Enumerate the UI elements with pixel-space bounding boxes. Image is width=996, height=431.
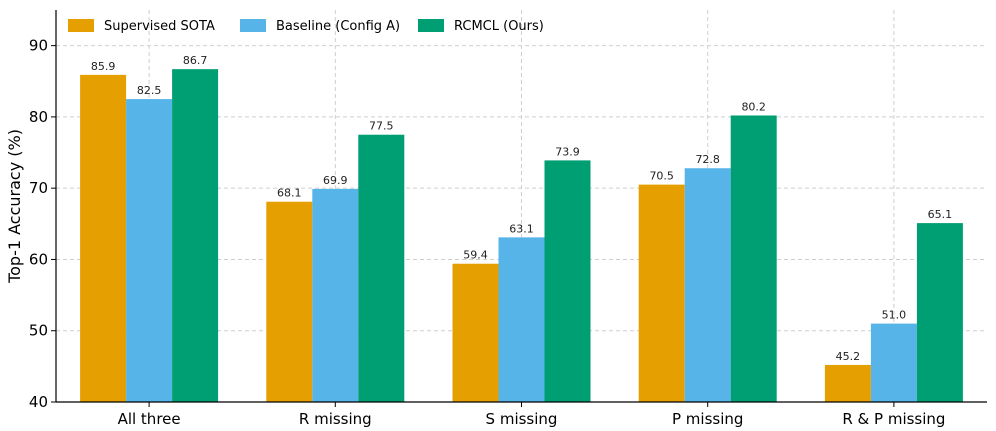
data-label: 68.1 <box>277 187 302 200</box>
data-label: 80.2 <box>741 100 766 113</box>
bar <box>870 323 917 402</box>
bar <box>824 364 871 402</box>
bar <box>730 115 777 402</box>
x-tick-label: R missing <box>299 410 372 428</box>
data-label: 59.4 <box>463 249 488 262</box>
bar <box>358 134 405 402</box>
data-label: 69.9 <box>323 174 348 187</box>
legend-swatch <box>68 19 94 32</box>
y-tick-label: 70 <box>29 179 48 197</box>
data-label: 82.5 <box>137 84 162 97</box>
bar <box>126 99 173 402</box>
y-tick-label: 50 <box>29 322 48 340</box>
legend: Supervised SOTA Baseline (Config A) RCMCL … <box>68 19 544 34</box>
bar <box>684 168 731 402</box>
data-labels: 85.9 82.5 86.7 68.1 69.9 77.5 59.4 63.1 73.9 70.5… <box>91 54 952 363</box>
data-label: 45.2 <box>836 350 861 363</box>
x-tick-label: S missing <box>486 410 558 428</box>
data-label: 70.5 <box>649 170 674 183</box>
x-tick-label: R & P missing <box>842 410 945 428</box>
data-label: 51.0 <box>882 309 907 322</box>
data-label: 86.7 <box>183 54 208 67</box>
y-tick-label: 90 <box>29 37 48 55</box>
bar <box>266 201 313 402</box>
bars <box>80 69 963 402</box>
data-label: 85.9 <box>91 60 116 73</box>
bar <box>452 263 499 402</box>
bar <box>544 160 591 402</box>
bar <box>312 188 359 402</box>
bar <box>638 184 685 402</box>
bar <box>498 237 545 402</box>
bar <box>172 69 219 402</box>
y-tick-label: 80 <box>29 108 48 126</box>
data-label: 65.1 <box>928 208 953 221</box>
y-axis-label: Top-1 Accuracy (%) <box>5 129 24 284</box>
ticks: 40 50 60 70 80 90 All three R missing S missing P… <box>29 37 946 428</box>
data-label: 73.9 <box>555 145 580 158</box>
legend-label: Baseline (Config A) <box>276 19 400 34</box>
data-label: 72.8 <box>695 153 720 166</box>
legend-swatch <box>418 19 444 32</box>
legend-label: RCMCL (Ours) <box>454 19 544 34</box>
bar <box>80 74 127 402</box>
legend-swatch <box>240 19 266 32</box>
data-label: 77.5 <box>369 120 394 133</box>
bar <box>916 223 963 402</box>
x-tick-label: All three <box>118 410 181 428</box>
y-tick-label: 40 <box>29 393 48 411</box>
legend-label: Supervised SOTA <box>104 19 215 34</box>
data-label: 63.1 <box>509 222 534 235</box>
x-tick-label: P missing <box>672 410 743 428</box>
y-tick-label: 60 <box>29 250 48 268</box>
